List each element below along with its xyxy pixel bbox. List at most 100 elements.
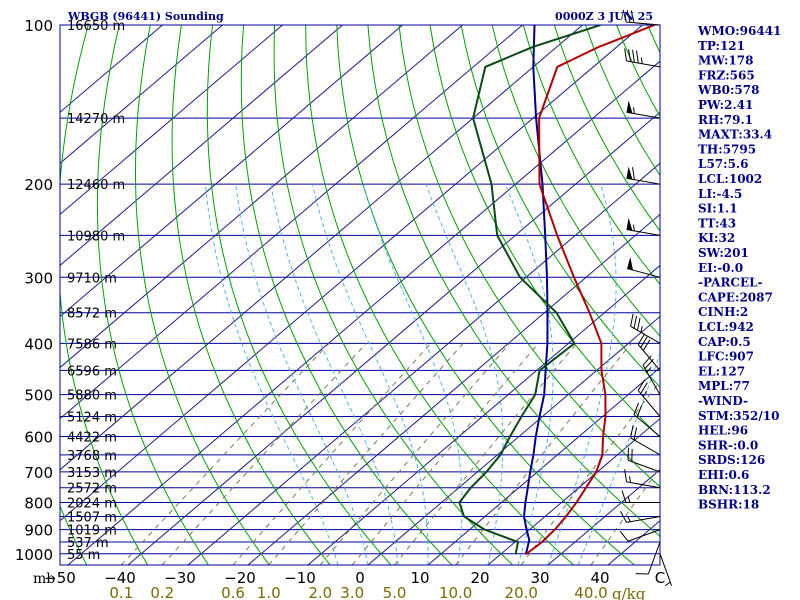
isotherm-line [60,25,283,216]
mixing-ratio-line [232,343,432,565]
isotherm-line [60,25,523,420]
mixing-ratio-line [590,466,660,565]
index-entry: TT:43 [698,216,736,230]
mixing-ratio-unit-label: g/kg [612,585,646,600]
height-label: 1507 m [67,510,117,525]
moist-adiabat-line [204,184,339,565]
wind-barb [635,541,661,575]
dry-adiabat-line [460,25,660,388]
wind-barb [659,553,673,587]
wind-barb [624,48,661,68]
wind-barb-half-flag [632,224,635,231]
mixing-ratio-tick-label: 3.0 [340,584,364,600]
temperature-tick-label: −50 [44,569,76,587]
pressure-tick-label: 800 [24,495,53,513]
dry-adiabat-line [240,25,453,565]
mixing-ratio-tick-label: 20.0 [505,584,538,600]
chart-title: WBGB (96441) Sounding [67,10,224,23]
wind-barb-flag [619,531,629,542]
wind-barb [630,425,661,456]
pressure-tick-label: 1000 [15,546,53,564]
chart-grid [60,25,660,565]
chart-profiles [458,25,655,556]
pressure-tick-label: 200 [24,176,53,194]
wind-barb [637,333,661,371]
wind-barb-flag [633,427,638,440]
height-label: 1019 m [67,524,117,539]
pressure-tick-label: 900 [24,522,53,540]
index-entry: SI:1.1 [698,202,738,216]
height-label: 3153 m [67,466,117,481]
mixing-ratio-tick-label: 0.1 [109,584,133,600]
moist-adiabat-line [577,351,660,565]
wind-barb-flag [640,382,648,394]
pressure-tick-label: 600 [24,428,53,446]
wind-barb-flag [624,48,628,62]
height-label: 12460 m [67,178,125,193]
dry-adiabat-line [491,25,660,337]
wind-barb-flag [635,50,639,64]
mixing-ratio-line [455,343,632,565]
wind-barb-pennant [626,166,633,180]
wind-barb-staff [627,459,661,473]
wind-barb-flag [637,333,646,345]
mixing-ratio-tick-label: 5.0 [383,584,407,600]
height-label: 7586 m [67,337,117,352]
wind-barb-staff [626,481,661,489]
isotherm-line [427,366,660,565]
wind-barb-flag [640,336,648,348]
height-label: 55 m [67,548,100,563]
isotherm-line [60,25,343,267]
wind-barb-staff [642,364,661,395]
wind-barb-half-flag [640,57,643,64]
temperature-tick-label: 20 [470,569,489,587]
wind-barb-half-flag [646,367,652,373]
pressure-unit-label: mb [33,571,55,587]
temperature-tick-label: C [655,569,665,587]
pressure-tick-label: 300 [24,269,53,287]
temperature-tick-label: −30 [164,569,196,587]
wind-barb-flag [626,9,631,23]
moist-adiabat-line [235,184,369,565]
index-entry: SRDS:126 [698,453,765,467]
index-entry: L57:5.6 [698,157,748,171]
height-label: 5880 m [67,389,117,404]
index-entry: LI:-4.5 [698,187,742,201]
height-label: 537 m [67,536,109,551]
isotherm-line [187,162,660,565]
wind-barb-staff [659,553,673,586]
mixing-ratio-tick-label: 0.6 [221,584,245,600]
temperature-tick-label: −10 [284,569,316,587]
height-label: 4422 m [67,430,117,445]
wind-barb [626,166,661,185]
height-label: 10980 m [67,229,125,244]
wind-barb [621,490,660,504]
wind-barb-flag [632,167,635,180]
moist-adiabat-line [362,184,463,565]
wind-barb-staff [626,229,661,236]
wind-barb-half-flag [632,107,635,114]
index-entry: WMO:96441 [697,24,781,38]
index-entry: TH:5795 [698,142,756,156]
wind-barb-flag [621,490,627,503]
wind-barb [627,256,661,278]
index-entry: LFC:907 [698,350,754,364]
wind-barb-staff [626,515,661,523]
temperature-tick-label: 40 [590,569,609,587]
index-entry: -WIND- [698,394,748,408]
isotherm-line [67,60,660,565]
temperature-tick-label: 30 [530,569,549,587]
height-label: 5124 m [67,411,117,426]
index-entry: SHR-:0.0 [698,438,758,452]
height-label: 8572 m [67,307,117,322]
dewpoint-trace [458,25,601,555]
wind-barb-pennant [626,100,633,114]
dry-adiabat-line [305,25,574,565]
index-entry: HEL:96 [698,424,748,438]
wind-barb-staff [630,325,661,344]
wind-barb-flag [630,313,634,327]
index-entry: MPL:77 [698,379,750,393]
temperature-trace [525,25,655,556]
